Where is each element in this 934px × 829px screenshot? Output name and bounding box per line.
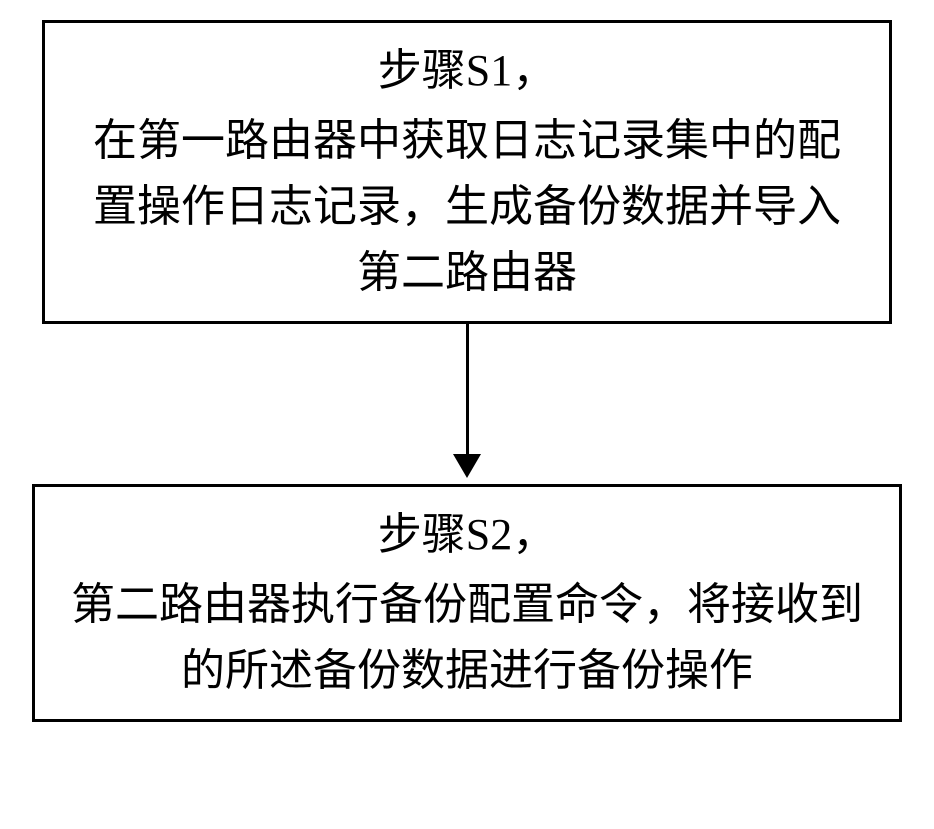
step-s2-title: 步骤S2， <box>65 502 869 568</box>
arrow-line-icon <box>466 324 469 454</box>
step-s2-content: 第二路由器执行备份配置命令，将接收到的所述备份数据进行备份操作 <box>65 572 869 704</box>
step-box-s1: 步骤S1， 在第一路由器中获取日志记录集中的配置操作日志记录，生成备份数据并导入… <box>42 20 892 324</box>
step-box-s2: 步骤S2， 第二路由器执行备份配置命令，将接收到的所述备份数据进行备份操作 <box>32 484 902 722</box>
step-s1-content: 在第一路由器中获取日志记录集中的配置操作日志记录，生成备份数据并导入第二路由器 <box>75 108 859 306</box>
arrow-head-icon <box>453 454 481 478</box>
step-s1-title: 步骤S1， <box>75 38 859 104</box>
flowchart-container: 步骤S1， 在第一路由器中获取日志记录集中的配置操作日志记录，生成备份数据并导入… <box>0 20 934 722</box>
arrow-s1-to-s2 <box>453 324 481 484</box>
